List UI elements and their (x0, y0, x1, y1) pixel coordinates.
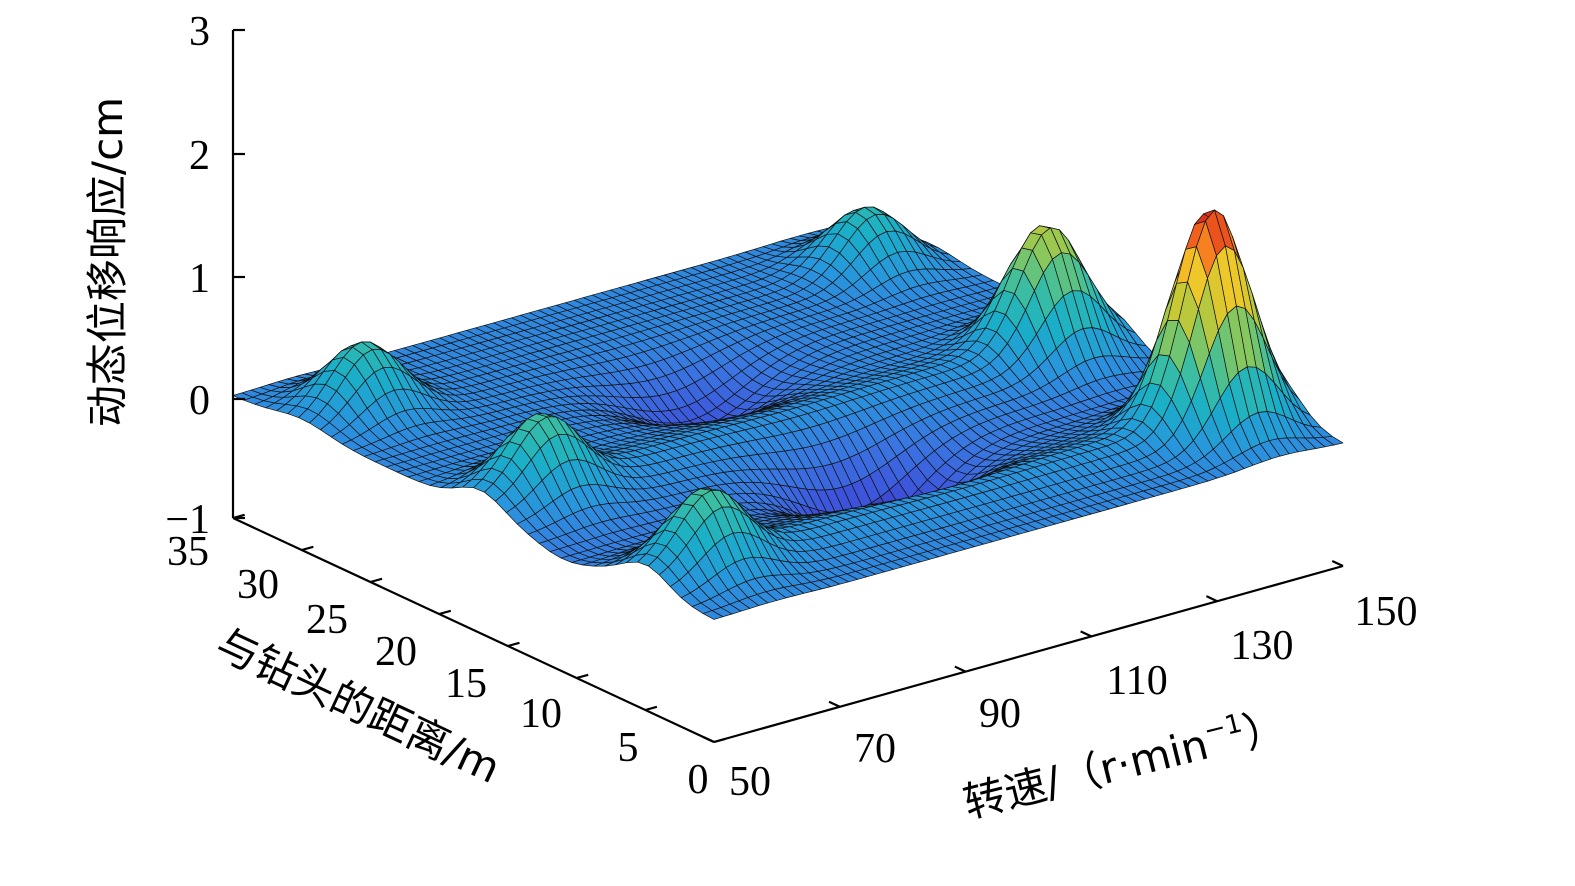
x-tick-label: 50 (729, 759, 771, 805)
z-tick-label: 2 (189, 133, 210, 179)
z-axis-label: 动态位移响应/cm (83, 97, 132, 427)
x-tick-mark (1205, 595, 1218, 603)
z-tick-label: 0 (189, 378, 210, 424)
x-tick-label: 130 (1231, 623, 1294, 669)
y-tick-label: 35 (167, 529, 209, 575)
y-tick-mark (232, 513, 245, 520)
x-tick-mark (1331, 559, 1344, 567)
surface-patch (1322, 435, 1344, 446)
x-tick-mark (828, 700, 841, 708)
y-tick-label: 0 (688, 757, 709, 803)
x-tick-mark (954, 665, 967, 673)
y-tick-mark (301, 545, 314, 552)
z-tick-label: 3 (189, 9, 210, 55)
x-tick-mark (702, 735, 715, 743)
x-tick-label: 90 (979, 691, 1021, 737)
x-tick-label: 70 (854, 726, 896, 772)
x-axis: 50 70 90 110 130 150 转速/（r·min−1） (713, 564, 1418, 828)
x-tick-label: 150 (1355, 589, 1418, 635)
y-tick-mark (576, 673, 589, 680)
z-tick-label: −1 (165, 497, 210, 543)
z-tick-label: 1 (189, 256, 210, 302)
z-axis: 3 2 1 0 −1 动态位移响应/cm (83, 9, 245, 543)
y-tick-label: 10 (520, 691, 562, 737)
y-tick-label: 25 (306, 597, 348, 643)
y-tick-mark (438, 609, 452, 616)
y-tick-mark (713, 737, 726, 744)
y-tick-mark (370, 577, 383, 584)
x-tick-label: 110 (1106, 658, 1167, 704)
y-axis-line (232, 517, 715, 743)
surface-plot (232, 206, 1344, 620)
y-tick-label: 30 (237, 562, 279, 608)
y-tick-mark (507, 641, 520, 648)
y-tick-label: 5 (618, 725, 639, 771)
y-tick-mark (644, 705, 658, 712)
x-tick-mark (1080, 630, 1092, 638)
y-tick-label: 20 (375, 629, 417, 675)
y-tick-label: 15 (445, 661, 487, 707)
x-axis-line (713, 564, 1344, 744)
